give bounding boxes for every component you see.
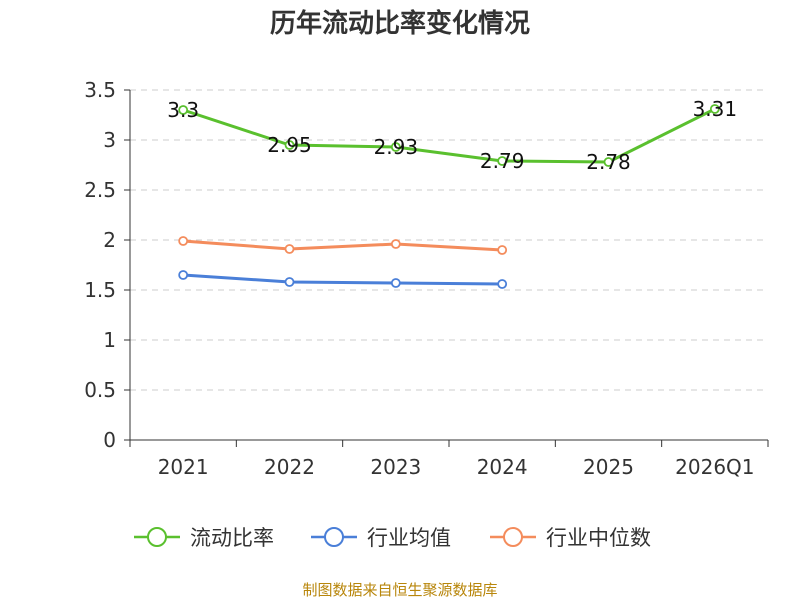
source-note: 制图数据来自恒生聚源数据库 [302, 581, 497, 599]
data-labels: 3.3 2.95 2.93 2.79 2.78 3.31 [167, 97, 737, 174]
data-point[interactable] [178, 105, 189, 115]
series-group [178, 104, 720, 289]
data-point[interactable] [284, 140, 295, 150]
data-point[interactable] [497, 156, 508, 166]
x-tick-label: 2023 [370, 455, 421, 479]
x-tick-label: 2021 [158, 455, 209, 479]
y-tick-label: 1 [103, 328, 116, 352]
legend-label: 行业中位数 [546, 526, 651, 550]
data-point[interactable] [390, 278, 401, 288]
data-label: 3.3 [167, 98, 199, 122]
series-line-0 [181, 107, 717, 164]
data-label: 3.31 [693, 97, 738, 121]
data-point[interactable] [497, 245, 508, 255]
chart-title: 历年流动比率变化情况 [270, 8, 530, 39]
data-label: 2.93 [374, 135, 419, 159]
x-tick-label: 2024 [477, 455, 528, 479]
y-tick-label: 1.5 [84, 278, 116, 302]
series-line-1 [181, 273, 504, 286]
y-tick-label: 2 [103, 228, 116, 252]
data-point[interactable] [390, 239, 401, 249]
data-label: 2.78 [586, 150, 631, 174]
series-line-2 [181, 239, 504, 252]
legend-label: 行业均值 [367, 526, 451, 550]
y-tick-label: 2.5 [84, 178, 116, 202]
data-point[interactable] [603, 157, 614, 167]
legend-marker [147, 527, 167, 547]
y-tick-label: 3.5 [84, 78, 116, 102]
legend-item[interactable]: 流动比率 [134, 526, 274, 550]
data-point[interactable] [284, 277, 295, 287]
legend-item[interactable]: 行业均值 [311, 526, 451, 550]
data-label: 2.79 [480, 149, 525, 173]
legend-label: 流动比率 [190, 526, 274, 550]
legend[interactable]: 流动比率 行业均值 行业中位数 [134, 526, 651, 550]
x-tick-label: 2022 [264, 455, 315, 479]
data-point[interactable] [284, 244, 295, 254]
y-tick-label: 0.5 [84, 378, 116, 402]
data-point[interactable] [709, 104, 720, 114]
axes: 0 0.5 1 1.5 2 2.5 3 3.5 2021 2022 2023 2024 2025 2026… [84, 78, 769, 479]
legend-marker [503, 527, 523, 547]
y-tick-label: 3 [103, 128, 116, 152]
y-tick-label: 0 [103, 428, 116, 452]
data-point[interactable] [178, 236, 189, 246]
data-point[interactable] [390, 142, 401, 152]
x-tick-label: 2026Q1 [675, 455, 754, 479]
legend-marker [324, 527, 344, 547]
data-label: 2.95 [267, 133, 312, 157]
data-point[interactable] [178, 270, 189, 280]
data-point[interactable] [497, 279, 508, 289]
gridlines [130, 89, 768, 391]
x-tick-label: 2025 [583, 455, 634, 479]
legend-item[interactable]: 行业中位数 [490, 526, 651, 550]
